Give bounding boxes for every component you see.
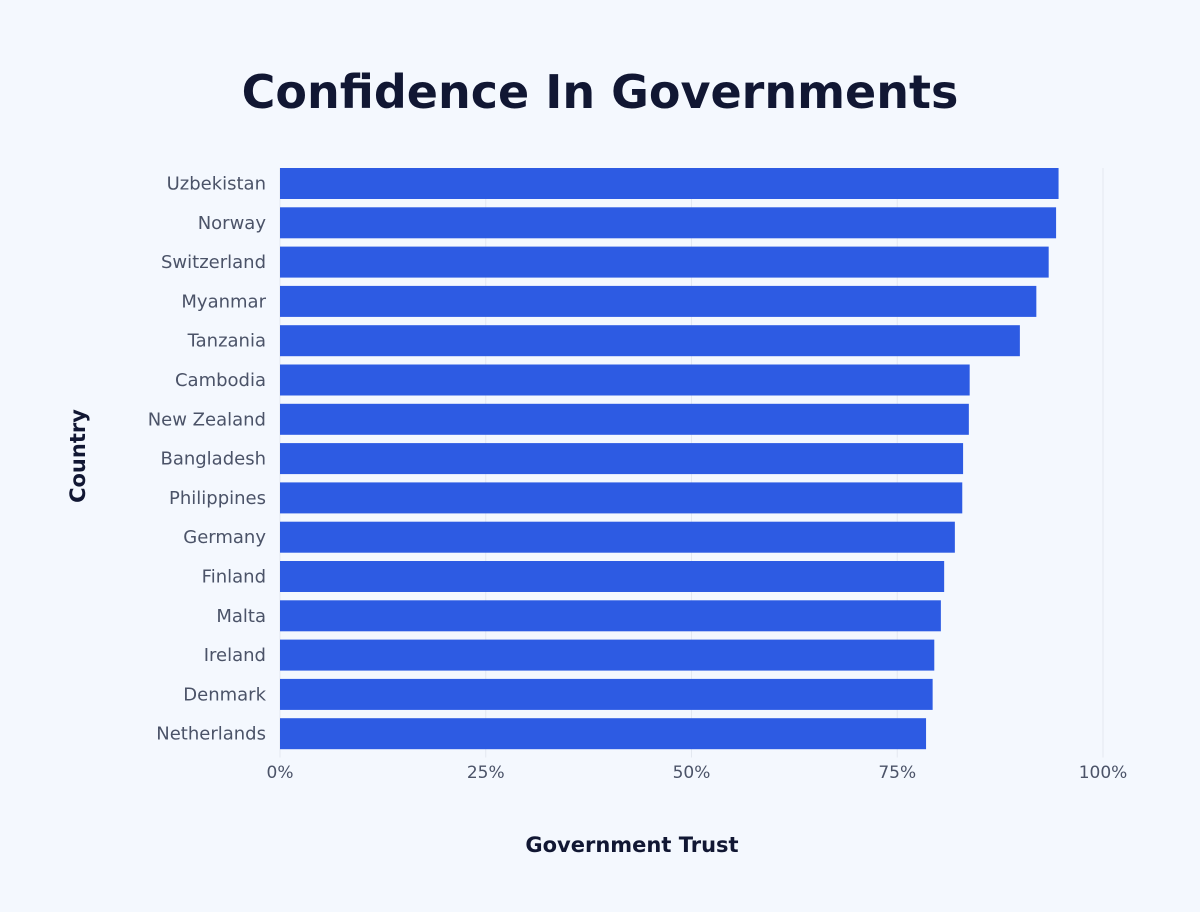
x-tick-labels: 0% 25% 50% 75% 100%	[267, 763, 1128, 783]
category-label: New Zealand	[148, 409, 266, 430]
category-label: Philippines	[169, 488, 266, 509]
bar	[280, 561, 945, 592]
bar	[280, 168, 1059, 199]
bar	[280, 285, 1037, 317]
category-labels: Uzbekistan Norway Switzerland Myanmar Tanzan…	[148, 174, 267, 745]
chart-title: Confidence In Governments	[242, 65, 959, 119]
bar	[280, 521, 955, 553]
x-tick-label: 75%	[878, 763, 916, 783]
bar	[280, 325, 1020, 357]
y-axis-title: Country	[66, 409, 90, 503]
x-tick-label: 0%	[267, 763, 294, 783]
category-label: Tanzania	[187, 331, 266, 352]
category-label: Germany	[183, 527, 266, 548]
bar	[280, 364, 970, 396]
category-label: Ireland	[204, 645, 266, 666]
bar	[280, 207, 1057, 239]
x-tick-label: 50%	[673, 763, 711, 783]
bar	[280, 482, 963, 514]
bar	[280, 443, 964, 475]
category-label: Bangladesh	[160, 449, 266, 470]
bar	[280, 678, 933, 710]
category-label: Myanmar	[181, 291, 266, 312]
bar	[280, 718, 927, 750]
category-label: Uzbekistan	[167, 174, 266, 195]
category-label: Denmark	[183, 684, 266, 705]
bars	[280, 168, 1059, 750]
x-axis-title: Government Trust	[525, 833, 738, 857]
x-tick-label: 25%	[467, 763, 505, 783]
x-tick-label: 100%	[1079, 763, 1128, 783]
category-label: Malta	[216, 606, 266, 627]
bar	[280, 246, 1049, 278]
bar	[280, 600, 941, 632]
category-label: Switzerland	[161, 252, 266, 273]
category-label: Norway	[198, 213, 267, 234]
category-label: Netherlands	[156, 724, 266, 745]
bar	[280, 403, 969, 435]
category-label: Cambodia	[175, 370, 266, 391]
category-label: Finland	[202, 567, 266, 588]
bar	[280, 639, 935, 671]
